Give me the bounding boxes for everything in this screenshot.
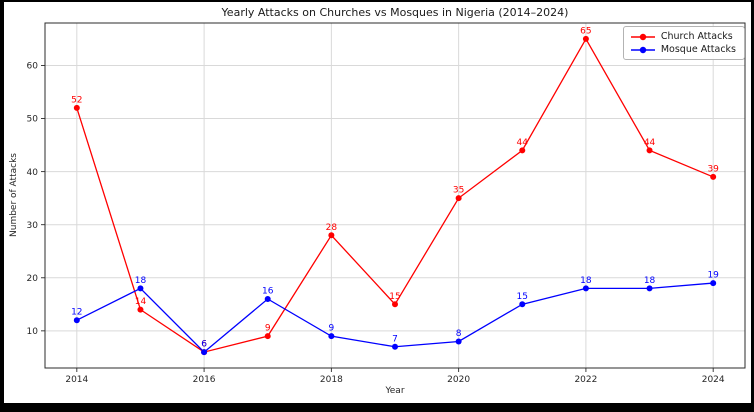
data-point-label-church-attacks: 14 <box>135 297 147 307</box>
data-point-label-mosque-attacks: 16 <box>262 287 274 297</box>
legend: Church Attacks Mosque Attacks <box>622 26 745 60</box>
data-point-mosque-attacks <box>455 338 462 345</box>
data-point-church-attacks <box>519 147 526 154</box>
data-point-mosque-attacks <box>73 317 80 324</box>
legend-marker-church-attacks <box>630 33 655 40</box>
y-tick-label: 20 <box>27 274 39 284</box>
legend-label-church-attacks: Church Attacks <box>660 31 733 42</box>
data-point-label-church-attacks: 52 <box>71 95 82 105</box>
x-axis-label: Year <box>385 386 405 396</box>
x-tick-label: 2022 <box>574 375 597 385</box>
data-point-mosque-attacks <box>646 285 653 292</box>
data-point-mosque-attacks <box>264 296 271 302</box>
data-point-mosque-attacks <box>582 285 589 292</box>
x-tick-label: 2020 <box>447 375 470 385</box>
chart-title: Yearly Attacks on Churches vs Mosques in… <box>221 6 569 19</box>
data-point-label-mosque-attacks: 8 <box>456 329 462 339</box>
plot-area: 10 20 30 40 50 60 2014 2016 2018 2020 2022 2024 52 14… <box>27 22 746 385</box>
y-tick-label: 30 <box>27 221 39 231</box>
data-point-label-church-attacks: 39 <box>707 164 719 174</box>
data-point-label-church-attacks: 35 <box>453 186 464 196</box>
x-tick-label: 2024 <box>702 375 725 385</box>
data-point-mosque-attacks <box>519 301 526 308</box>
data-point-label-church-attacks: 44 <box>517 138 529 148</box>
data-point-label-mosque-attacks: 18 <box>644 276 656 286</box>
data-point-label-church-attacks: 6 <box>201 340 207 350</box>
data-point-label-mosque-attacks: 6 <box>201 340 207 350</box>
y-tick-label: 50 <box>27 115 39 125</box>
data-point-label-mosque-attacks: 19 <box>707 271 719 281</box>
data-point-label-church-attacks: 65 <box>580 26 591 36</box>
y-tick-label: 10 <box>27 327 39 337</box>
data-point-mosque-attacks <box>201 349 208 356</box>
data-point-church-attacks <box>646 147 653 154</box>
plot-border <box>44 22 746 369</box>
data-point-label-church-attacks: 9 <box>265 324 271 334</box>
data-point-label-mosque-attacks: 18 <box>580 276 592 286</box>
x-tick-label: 2018 <box>320 375 343 385</box>
x-tick-label: 2016 <box>193 375 216 385</box>
data-point-church-attacks <box>328 232 335 239</box>
y-tick-label: 40 <box>27 168 39 178</box>
legend-label-mosque-attacks: Mosque Attacks <box>660 44 736 55</box>
data-point-label-mosque-attacks: 12 <box>71 308 82 318</box>
legend-item-church-attacks: Church Attacks <box>630 31 736 42</box>
figure-canvas: Yearly Attacks on Churches vs Mosques in… <box>4 2 751 403</box>
x-tick-label: 2014 <box>65 375 88 385</box>
data-point-label-mosque-attacks: 9 <box>328 324 334 334</box>
data-point-church-attacks <box>455 195 462 202</box>
data-point-label-mosque-attacks: 15 <box>517 292 528 302</box>
data-point-label-church-attacks: 15 <box>389 292 400 302</box>
data-point-church-attacks <box>710 173 717 180</box>
data-point-label-mosque-attacks: 7 <box>392 334 398 344</box>
y-tick-label: 60 <box>27 62 39 72</box>
data-point-mosque-attacks <box>392 343 398 350</box>
data-point-label-mosque-attacks: 18 <box>135 276 147 286</box>
data-point-church-attacks <box>264 333 271 340</box>
data-point-mosque-attacks <box>710 280 717 287</box>
data-point-church-attacks <box>582 35 589 42</box>
data-point-church-attacks <box>137 306 144 313</box>
data-point-mosque-attacks <box>328 333 335 340</box>
data-point-church-attacks <box>392 301 398 308</box>
data-point-label-church-attacks: 44 <box>644 138 656 148</box>
data-point-church-attacks <box>73 104 80 111</box>
legend-item-mosque-attacks: Mosque Attacks <box>630 44 736 55</box>
data-point-mosque-attacks <box>137 285 144 292</box>
legend-marker-mosque-attacks <box>630 46 655 53</box>
data-point-label-church-attacks: 28 <box>326 223 338 233</box>
